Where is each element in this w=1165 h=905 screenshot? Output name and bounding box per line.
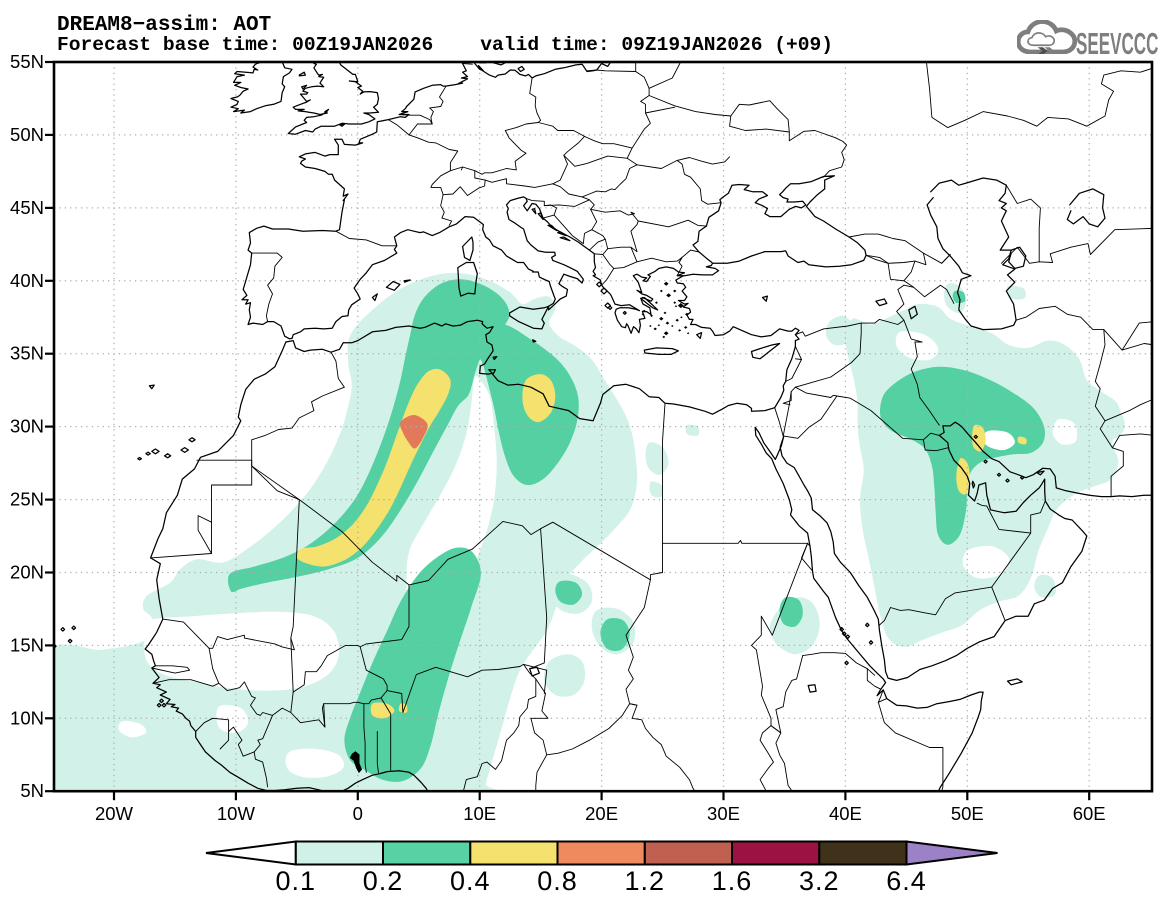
svg-text:3.2: 3.2 bbox=[799, 866, 840, 896]
svg-text:20W: 20W bbox=[95, 803, 134, 824]
svg-text:0.2: 0.2 bbox=[363, 866, 404, 896]
svg-text:0.4: 0.4 bbox=[450, 866, 491, 896]
svg-text:35N: 35N bbox=[10, 343, 44, 364]
svg-text:40N: 40N bbox=[10, 270, 44, 291]
svg-text:60E: 60E bbox=[1073, 803, 1106, 824]
svg-text:50E: 50E bbox=[951, 803, 984, 824]
svg-text:0: 0 bbox=[353, 803, 363, 824]
svg-text:10N: 10N bbox=[10, 707, 44, 728]
svg-text:1.2: 1.2 bbox=[625, 866, 666, 896]
svg-text:25N: 25N bbox=[10, 489, 44, 510]
svg-text:1.6: 1.6 bbox=[712, 866, 753, 896]
svg-text:10E: 10E bbox=[463, 803, 496, 824]
svg-text:45N: 45N bbox=[10, 197, 44, 218]
svg-text:20N: 20N bbox=[10, 562, 44, 583]
svg-text:15N: 15N bbox=[10, 634, 44, 655]
svg-text:10W: 10W bbox=[217, 803, 256, 824]
svg-text:55N: 55N bbox=[10, 51, 44, 72]
svg-text:30N: 30N bbox=[10, 416, 44, 437]
svg-text:20E: 20E bbox=[585, 803, 618, 824]
svg-text:30E: 30E bbox=[707, 803, 740, 824]
svg-text:40E: 40E bbox=[829, 803, 862, 824]
svg-text:0.1: 0.1 bbox=[276, 866, 317, 896]
svg-text:6.4: 6.4 bbox=[886, 866, 927, 896]
svg-text:0.8: 0.8 bbox=[537, 866, 578, 896]
svg-text:50N: 50N bbox=[10, 124, 44, 145]
svg-text:5N: 5N bbox=[20, 780, 44, 801]
